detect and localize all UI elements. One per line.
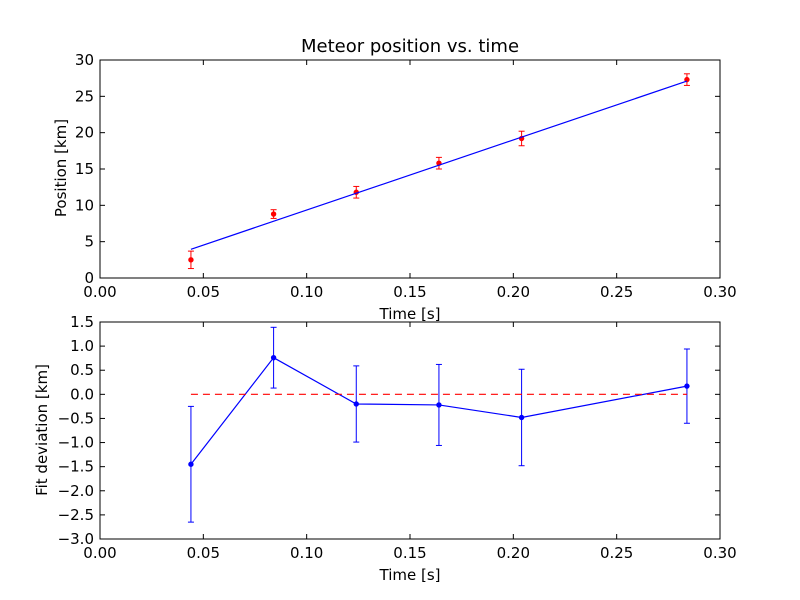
- position-chart-xtick-label: 0.00: [83, 283, 116, 301]
- deviation-chart-xtick-label: 0.25: [600, 544, 633, 562]
- data-point: [188, 257, 194, 263]
- deviation-chart-ticks: 0.00 0.05 0.10 0.15 0.20 0.25 0.30 −3.0 −2.5 −2.0…: [58, 313, 737, 562]
- deviation-chart-ytick-label: 0.5: [70, 361, 94, 379]
- deviation-chart-xtick-label: 0.10: [290, 544, 323, 562]
- position-chart-ylabel: Position [km]: [52, 119, 70, 217]
- data-point: [436, 402, 442, 408]
- data-point: [684, 76, 690, 83]
- fit-line: [190, 80, 688, 250]
- deviation-chart-xlabel: Time [s]: [379, 566, 441, 584]
- position-chart-marks: [187, 73, 690, 270]
- deviation-chart-xtick-label: 0.00: [83, 544, 116, 562]
- position-chart-ytick-label: 30: [75, 51, 94, 69]
- data-point: [684, 383, 690, 389]
- position-chart-xtick-label: 0.25: [600, 283, 633, 301]
- deviation-chart-ytick-label: 1.0: [70, 337, 94, 355]
- deviation-chart-ytick-label: 1.5: [70, 313, 94, 331]
- deviation-chart-ytick-label: −3.0: [58, 530, 94, 548]
- deviation-chart-ytick-label: 0.0: [70, 385, 94, 403]
- deviation-chart-ytick-label: −1.5: [58, 458, 94, 476]
- data-point: [518, 414, 525, 421]
- position-chart-ytick-label: 0: [84, 269, 94, 287]
- deviation-chart-xtick-label: 0.20: [497, 544, 530, 562]
- data-point: [270, 354, 277, 361]
- data-point: [188, 461, 194, 467]
- deviation-chart-ytick-label: −1.0: [58, 434, 94, 452]
- position-chart-ytick-label: 25: [75, 87, 94, 105]
- position-chart-xtick-label: 0.05: [187, 283, 220, 301]
- position-chart-xtick-label: 0.15: [393, 283, 426, 301]
- data-point: [353, 401, 359, 407]
- position-chart-xtick-label: 0.20: [497, 283, 530, 301]
- position-chart-xlabel: Time [s]: [379, 305, 441, 323]
- position-chart-ytick-label: 10: [75, 196, 94, 214]
- deviation-chart-ytick-label: −0.5: [58, 409, 94, 427]
- data-point: [270, 211, 277, 217]
- position-chart-ticks: 0.00 0.05 0.10 0.15 0.20 0.25 0.30 0 5 10 15 20 25 30: [75, 51, 737, 301]
- deviation-chart-ytick-label: −2.0: [58, 482, 94, 500]
- deviation-series-line: [190, 356, 688, 465]
- position-chart-title: Meteor position vs. time: [301, 36, 519, 57]
- deviation-chart-ylabel: Fit deviation [km]: [33, 364, 51, 496]
- deviation-chart-marks: [187, 326, 690, 523]
- position-chart-ytick-label: 20: [75, 124, 94, 142]
- deviation-chart-xtick-label: 0.30: [703, 544, 736, 562]
- deviation-chart: 0.00 0.05 0.10 0.15 0.20 0.25 0.30 −3.0 −2.5 −2.0…: [33, 313, 737, 584]
- deviation-chart-frame: [99, 321, 721, 540]
- position-chart-frame: [99, 59, 721, 279]
- position-chart-xtick-label: 0.10: [290, 283, 323, 301]
- position-chart-xtick-label: 0.30: [703, 283, 736, 301]
- deviation-chart-ytick-label: −2.5: [58, 506, 94, 524]
- position-chart-ytick-label: 5: [84, 233, 94, 251]
- position-chart-ytick-label: 15: [75, 160, 94, 178]
- deviation-chart-xtick-label: 0.15: [393, 544, 426, 562]
- position-chart: Meteor position vs. time 0.00 0.05 0.10 0.1…: [52, 36, 737, 323]
- deviation-chart-xtick-label: 0.05: [187, 544, 220, 562]
